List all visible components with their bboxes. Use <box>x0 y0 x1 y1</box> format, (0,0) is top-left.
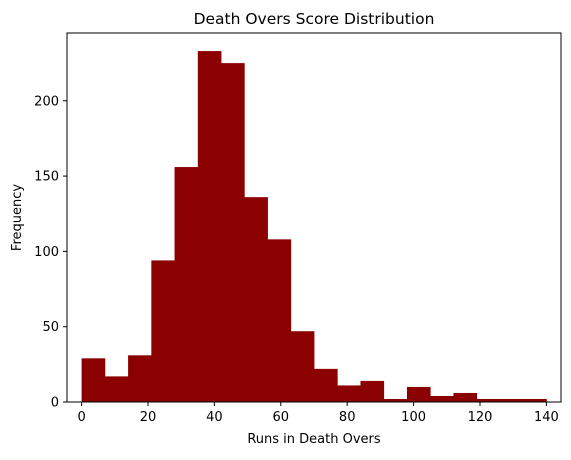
x-tick-label: 80 <box>339 410 356 425</box>
histogram-bar <box>244 197 268 402</box>
y-tick-label: 200 <box>34 94 59 109</box>
histogram-bar <box>290 331 315 402</box>
histogram-bar <box>104 376 129 402</box>
histogram-bar <box>383 398 408 402</box>
histogram-bar <box>267 239 292 402</box>
y-ticks-group: 0 50 100 150 200 <box>34 94 67 411</box>
histogram-bar <box>174 167 199 402</box>
histogram-bar <box>128 355 152 402</box>
histogram-bar <box>499 398 524 402</box>
x-tick-label: 0 <box>77 410 85 425</box>
x-axis-title: Runs in Death Overs <box>247 432 381 447</box>
histogram-bar <box>360 380 385 402</box>
histogram-bar <box>221 63 245 403</box>
x-tick-label: 140 <box>534 410 559 425</box>
x-tick-label: 100 <box>401 410 426 425</box>
y-tick-label: 150 <box>34 170 59 185</box>
x-tick-label: 60 <box>273 410 290 425</box>
histogram-bar <box>523 398 547 402</box>
plot-frame <box>66 32 562 403</box>
histogram-bar <box>314 368 338 402</box>
histogram-bar <box>151 260 175 402</box>
x-tick-label: 20 <box>140 410 157 425</box>
histogram-bar <box>453 392 478 402</box>
y-tick-label: 0 <box>51 396 59 411</box>
histogram-bar <box>476 398 501 402</box>
x-tick-label: 120 <box>468 410 493 425</box>
x-ticks-group: 0 20 40 60 80 100 120 140 <box>77 402 559 425</box>
y-axis-title: Frequency <box>10 184 25 251</box>
histogram-bar <box>337 385 361 402</box>
x-tick-label: 40 <box>206 410 223 425</box>
bars-group <box>81 51 547 403</box>
histogram-bar <box>197 51 222 402</box>
histogram-bar <box>81 358 106 402</box>
histogram-bar <box>406 386 431 402</box>
chart-title: Death Overs Score Distribution <box>194 10 435 28</box>
y-tick-label: 50 <box>42 320 59 335</box>
y-tick-label: 100 <box>34 245 59 260</box>
histogram-bar <box>430 395 454 402</box>
